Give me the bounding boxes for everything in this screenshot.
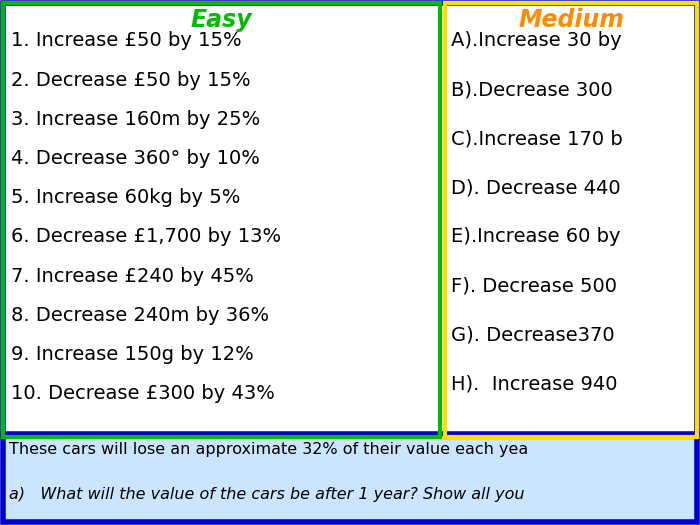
Text: 10. Decrease £300 by 43%: 10. Decrease £300 by 43% xyxy=(11,384,275,403)
Text: 5. Increase 60kg by 5%: 5. Increase 60kg by 5% xyxy=(11,188,240,207)
Text: 3. Increase 160m by 25%: 3. Increase 160m by 25% xyxy=(11,110,260,129)
Text: 1. Increase £50 by 15%: 1. Increase £50 by 15% xyxy=(11,32,241,50)
Text: a)   What will the value of the cars be after 1 year? Show all you: a) What will the value of the cars be af… xyxy=(9,487,524,502)
Bar xyxy=(3,3,440,437)
Text: 6. Decrease £1,700 by 13%: 6. Decrease £1,700 by 13% xyxy=(11,227,281,247)
Bar xyxy=(446,3,697,437)
Text: 8. Decrease 240m by 36%: 8. Decrease 240m by 36% xyxy=(11,306,269,325)
Text: D). Decrease 440: D). Decrease 440 xyxy=(451,178,621,197)
Text: C).Increase 170 b: C).Increase 170 b xyxy=(451,130,623,149)
Text: 7. Increase £240 by 45%: 7. Increase £240 by 45% xyxy=(11,267,254,286)
Text: A).Increase 30 by: A).Increase 30 by xyxy=(451,32,622,50)
Bar xyxy=(445,3,697,437)
Text: 9. Increase 150g by 12%: 9. Increase 150g by 12% xyxy=(11,345,253,364)
Text: F). Decrease 500: F). Decrease 500 xyxy=(451,277,617,296)
Text: These cars will lose an approximate 32% of their value each yea: These cars will lose an approximate 32% … xyxy=(9,442,528,457)
Text: G). Decrease370: G). Decrease370 xyxy=(451,326,615,344)
Text: B).Decrease 300: B).Decrease 300 xyxy=(451,80,612,100)
Text: E).Increase 60 by: E).Increase 60 by xyxy=(451,227,620,247)
Text: 4. Decrease 360° by 10%: 4. Decrease 360° by 10% xyxy=(11,149,260,168)
Text: Easy: Easy xyxy=(190,8,252,32)
Text: H).  Increase 940: H). Increase 940 xyxy=(451,374,617,394)
Bar xyxy=(3,3,440,437)
Text: 2. Decrease £50 by 15%: 2. Decrease £50 by 15% xyxy=(11,71,251,90)
Text: Medium: Medium xyxy=(519,8,624,32)
Bar xyxy=(3,437,697,522)
